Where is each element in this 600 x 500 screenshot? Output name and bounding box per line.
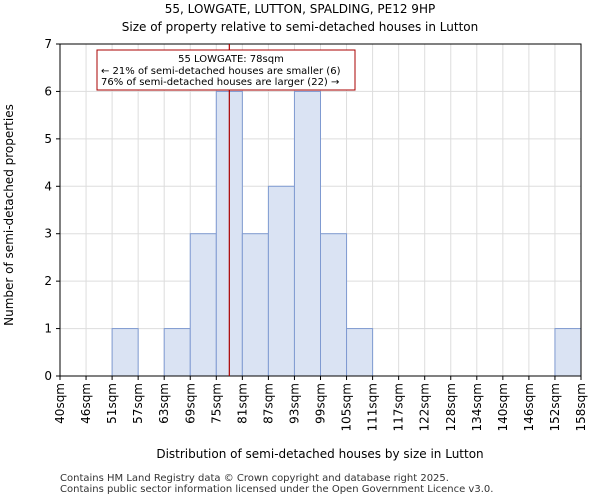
y-tick-label: 5 — [44, 132, 52, 146]
x-tick-label: 152sqm — [548, 383, 562, 431]
x-tick-label: 87sqm — [261, 383, 275, 424]
histogram-bar — [241, 233, 269, 377]
y-tick-label: 3 — [44, 227, 52, 241]
x-tick-label: 46sqm — [79, 383, 93, 424]
histogram-bar — [346, 328, 374, 377]
y-tick-label: 0 — [44, 369, 52, 383]
x-tick-label: 105sqm — [340, 383, 354, 431]
x-tick-label: 117sqm — [392, 383, 406, 431]
x-tick-label: 140sqm — [496, 383, 510, 431]
x-tick-label: 122sqm — [418, 383, 432, 431]
x-tick-label: 128sqm — [444, 383, 458, 431]
y-tick-label: 6 — [44, 84, 52, 98]
y-axis-ticks: 0 1 2 3 4 5 6 7 — [44, 37, 60, 383]
x-tick-label: 40sqm — [53, 383, 67, 424]
histogram-bar — [554, 328, 582, 377]
x-tick-label: 63sqm — [157, 383, 171, 424]
x-tick-label: 158sqm — [574, 383, 588, 431]
histogram-bar — [189, 233, 217, 377]
x-tick-label: 57sqm — [131, 383, 145, 424]
x-tick-label: 111sqm — [366, 383, 380, 431]
histogram-bar — [293, 90, 322, 377]
annotation-line-3: 76% of semi-detached houses are larger (… — [101, 77, 339, 88]
annotation-line-2: ← 21% of semi-detached houses are smalle… — [101, 66, 341, 77]
annotation-line-1: 55 LOWGATE: 78sqm — [178, 54, 284, 65]
y-tick-label: 4 — [44, 179, 52, 193]
x-tick-label: 69sqm — [183, 383, 197, 424]
x-tick-label: 81sqm — [235, 383, 249, 424]
footer-line-1: Contains HM Land Registry data © Crown c… — [60, 473, 449, 484]
chart-title: 55, LOWGATE, LUTTON, SPALDING, PE12 9HP — [164, 2, 436, 16]
x-tick-label: 99sqm — [314, 383, 328, 424]
annotation-box — [96, 49, 356, 91]
y-tick-label: 2 — [44, 274, 52, 288]
histogram-bar — [320, 233, 348, 377]
histogram-bar — [163, 328, 191, 377]
x-tick-label: 134sqm — [470, 383, 484, 431]
x-tick-label: 51sqm — [105, 383, 119, 424]
x-axis-ticks: 40sqm 46sqm 51sqm 57sqm 63sqm 69sqm 75sqm 81sqm… — [53, 376, 588, 431]
y-axis-label: Number of semi-detached properties — [2, 104, 16, 326]
x-tick-label: 93sqm — [287, 383, 301, 424]
annotation: 55 LOWGATE: 78sqm ← 21% of semi-detached… — [96, 49, 356, 91]
x-tick-label: 146sqm — [522, 383, 536, 431]
footer-line-2: Contains public sector information licen… — [60, 484, 494, 495]
x-tick-label: 75sqm — [209, 383, 223, 424]
y-tick-label: 1 — [44, 322, 52, 336]
histogram-bar — [111, 328, 139, 377]
chart-subtitle: Size of property relative to semi-detach… — [121, 20, 479, 34]
y-tick-label: 7 — [44, 37, 52, 51]
x-axis-label: Distribution of semi-detached houses by … — [156, 447, 483, 461]
histogram-bar — [267, 185, 295, 377]
